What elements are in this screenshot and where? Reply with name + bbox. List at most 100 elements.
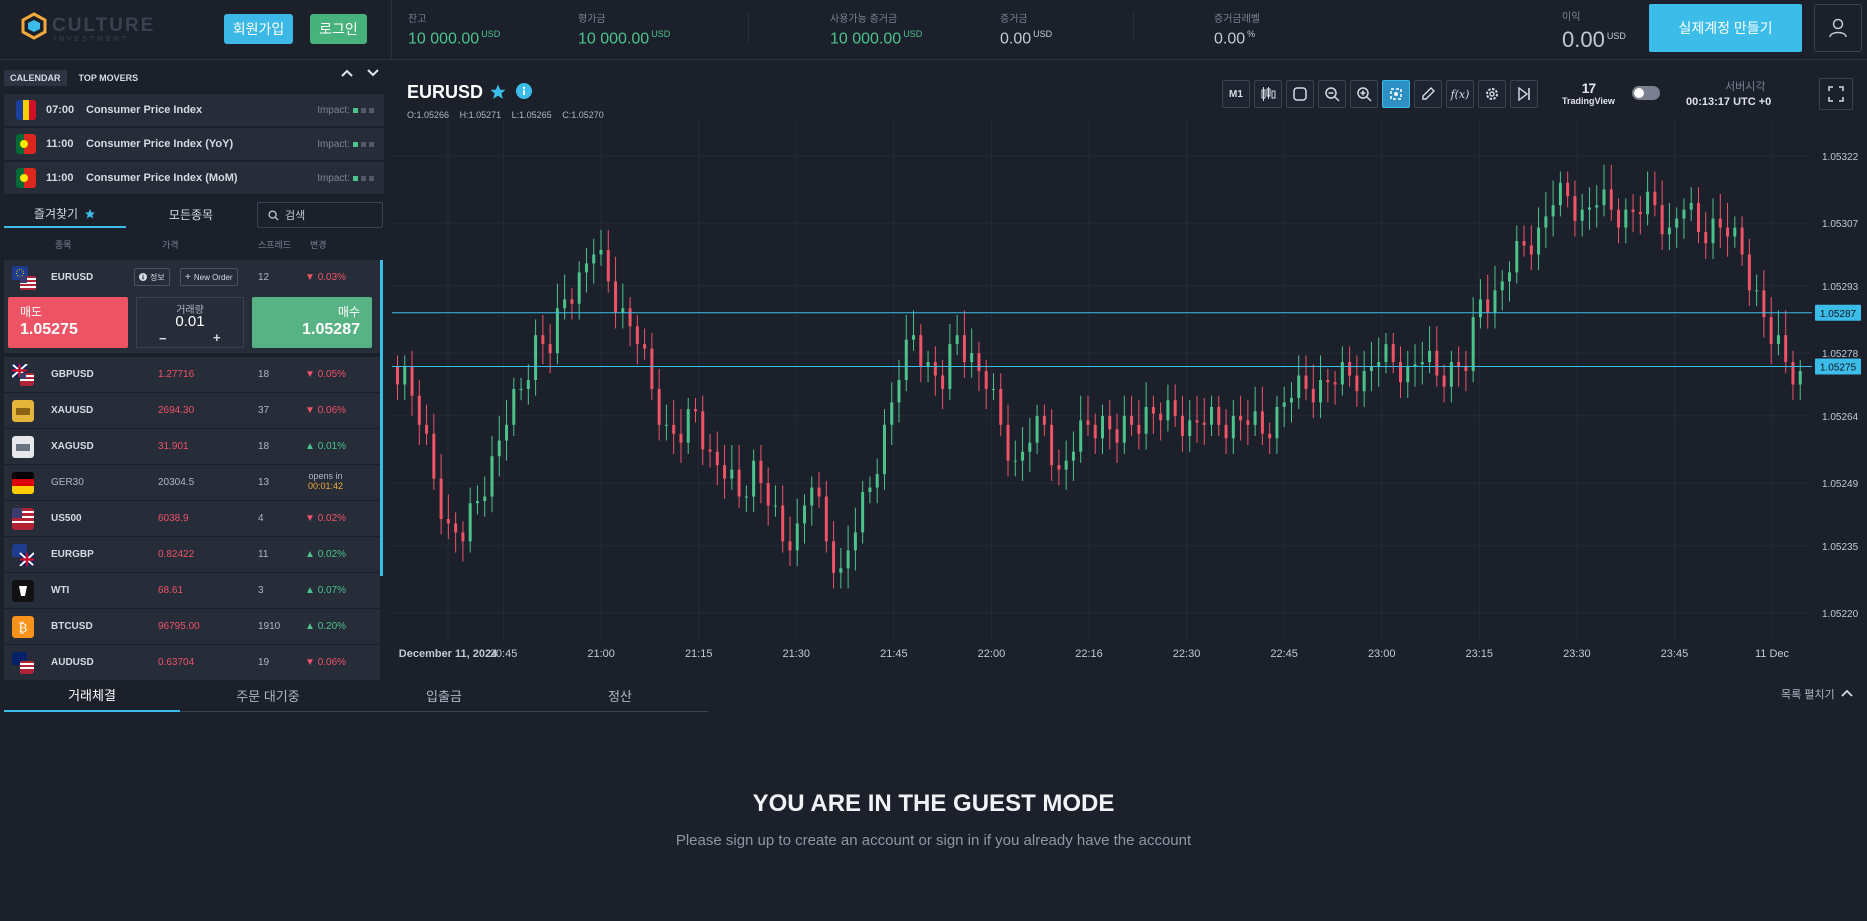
watchlist-row[interactable]: XAUUSD 2694.30 37 ▼ 0.06%: [4, 393, 380, 428]
candles-icon[interactable]: [1254, 80, 1282, 108]
volume-value[interactable]: 0.01: [175, 313, 205, 330]
stat-margin-level: 증거금레벨 0.00%: [1214, 10, 1260, 48]
candle-body: [970, 353, 974, 363]
sell-button[interactable]: 매도 1.05275: [8, 297, 128, 348]
candle-body: [701, 411, 705, 450]
candle-body: [526, 380, 530, 389]
candle-body: [962, 335, 966, 363]
watchlist-row[interactable]: GBPUSD 1.27716 18 ▼ 0.05%: [4, 357, 380, 392]
watchlist-row[interactable]: AUDUSD 0.63704 19 ▼ 0.06%: [4, 645, 380, 680]
y-tick-label: 1.05278: [1822, 349, 1859, 360]
user-profile-button[interactable]: [1814, 4, 1862, 52]
candle-body: [1355, 375, 1359, 392]
watchlist-row[interactable]: GER30 20304.5 13 opens in 00:01:42: [4, 465, 380, 500]
divider: [748, 12, 749, 42]
candle-body: [497, 440, 501, 457]
event-name: Consumer Price Index: [86, 104, 203, 116]
timeframe-button[interactable]: M1: [1222, 80, 1250, 108]
candle-body: [1544, 216, 1548, 228]
server-time: 00:13:17 UTC +0: [1686, 96, 1772, 108]
candle-body: [490, 456, 494, 497]
opens-countdown: 00:01:42: [308, 481, 344, 491]
volume-minus-button[interactable]: −: [159, 331, 167, 346]
x-tick-label: 23:45: [1661, 648, 1689, 660]
symbol-spread: 13: [258, 477, 270, 488]
chevron-up-icon[interactable]: [340, 68, 354, 78]
pencil-icon[interactable]: [1414, 80, 1442, 108]
calendar-event[interactable]: 11:00 Consumer Price Index (MoM) Impact:: [4, 162, 384, 194]
candle-body: [1021, 451, 1025, 461]
fx-icon[interactable]: f(x): [1446, 80, 1474, 108]
candle-body: [1522, 241, 1526, 246]
chevron-down-icon[interactable]: [366, 68, 380, 78]
candle-body: [548, 344, 552, 354]
tab-favorites[interactable]: 즐겨찾기: [4, 201, 126, 228]
tab-settlement[interactable]: 정산: [608, 688, 632, 704]
calendar-event[interactable]: 07:00 Consumer Price Index Impact:: [4, 94, 384, 126]
candle-body: [1042, 415, 1046, 425]
candle-body: [1428, 350, 1432, 363]
candle-body: [693, 409, 697, 412]
tradingview-logo[interactable]: 17 TradingView: [1562, 80, 1615, 106]
zoom-in-icon[interactable]: [1350, 80, 1378, 108]
square-icon[interactable]: [1286, 80, 1314, 108]
candle-body: [1464, 366, 1468, 372]
tab-top-movers[interactable]: TOP MOVERS: [78, 73, 139, 83]
fullscreen-button[interactable]: [1819, 78, 1853, 110]
volume-plus-button[interactable]: +: [213, 330, 221, 345]
watchlist-row[interactable]: US500 6038.9 4 ▼ 0.02%: [4, 501, 380, 536]
candle-body: [1711, 218, 1715, 244]
watchlist-row[interactable]: EURGBP 0.82422 11 ▲ 0.02%: [4, 537, 380, 572]
symbol-price: 0.63704: [158, 657, 195, 668]
login-button[interactable]: 로그인: [310, 14, 367, 44]
watchlist-scrollbar[interactable]: [380, 260, 383, 576]
symbol-search[interactable]: 검색: [257, 202, 383, 228]
symbol-name: US500: [51, 513, 82, 524]
candle-body: [1071, 451, 1075, 461]
candle-body: [1689, 202, 1693, 210]
candle-body: [1311, 388, 1315, 403]
settings-icon[interactable]: [1478, 80, 1506, 108]
candle-body: [1769, 317, 1773, 345]
chart-mode-toggle[interactable]: [1632, 86, 1660, 100]
calendar-event[interactable]: 11:00 Consumer Price Index (YoY) Impact:: [4, 128, 384, 160]
x-tick-label: 11 Dec: [1755, 648, 1790, 660]
candle-body: [519, 388, 523, 390]
ohlc-low: L:1.05265: [511, 110, 552, 120]
info-button[interactable]: 정보: [134, 268, 170, 286]
create-real-account-button[interactable]: 실제계정 만들기: [1649, 4, 1802, 52]
watchlist-row[interactable]: XAGUSD 31.901 18 ▲ 0.01%: [4, 429, 380, 464]
info-icon[interactable]: [516, 83, 532, 99]
culture-logo[interactable]: CULTURE INVESTMENT: [20, 12, 155, 43]
zoom-out-icon[interactable]: [1318, 80, 1346, 108]
server-time-label: 서버시각: [1725, 81, 1766, 93]
volume-stepper[interactable]: 거래량 0.01 − +: [136, 297, 244, 348]
tab-trades[interactable]: 거래체결: [4, 678, 180, 712]
x-tick-label: December 11, 2024: [399, 648, 498, 660]
tab-deposits[interactable]: 입출금: [426, 688, 462, 704]
tab-all-symbols[interactable]: 모든종목: [168, 208, 214, 222]
selected-symbol-card: EURUSD 정보 + New Order 12 ▼ 0.03% 매도 1.05…: [4, 260, 380, 353]
favorite-star-icon[interactable]: [489, 83, 507, 101]
expand-list-button[interactable]: 목록 펼치기: [1781, 686, 1853, 702]
tab-pending-orders[interactable]: 주문 대기중: [236, 688, 300, 704]
crosshair-icon[interactable]: [1382, 80, 1410, 108]
expand-list-label: 목록 펼치기: [1781, 689, 1835, 701]
candle-body: [882, 424, 886, 475]
candle-body: [737, 469, 741, 497]
buy-button[interactable]: 매수 1.05287: [252, 297, 372, 348]
candle-body: [875, 474, 879, 488]
tab-calendar[interactable]: CALENDAR: [4, 70, 67, 86]
eu-gb-flag-icon: [12, 544, 34, 566]
signup-button[interactable]: 회원가입: [224, 14, 293, 44]
germany-flag-icon: [12, 472, 34, 494]
new-order-button[interactable]: + New Order: [180, 268, 238, 286]
watchlist-row[interactable]: ₿ BTCUSD 96795.00 1910 ▲ 0.20%: [4, 609, 380, 644]
candle-body: [664, 424, 668, 426]
skip-forward-icon[interactable]: [1510, 80, 1538, 108]
top-header: CULTURE INVESTMENT 회원가입 로그인 잔고 10 000.00…: [0, 0, 1867, 60]
watchlist-row[interactable]: WTI 68.61 3 ▲ 0.07%: [4, 573, 380, 608]
change-value: 0.07%: [317, 585, 347, 596]
candle-body: [1478, 299, 1482, 318]
